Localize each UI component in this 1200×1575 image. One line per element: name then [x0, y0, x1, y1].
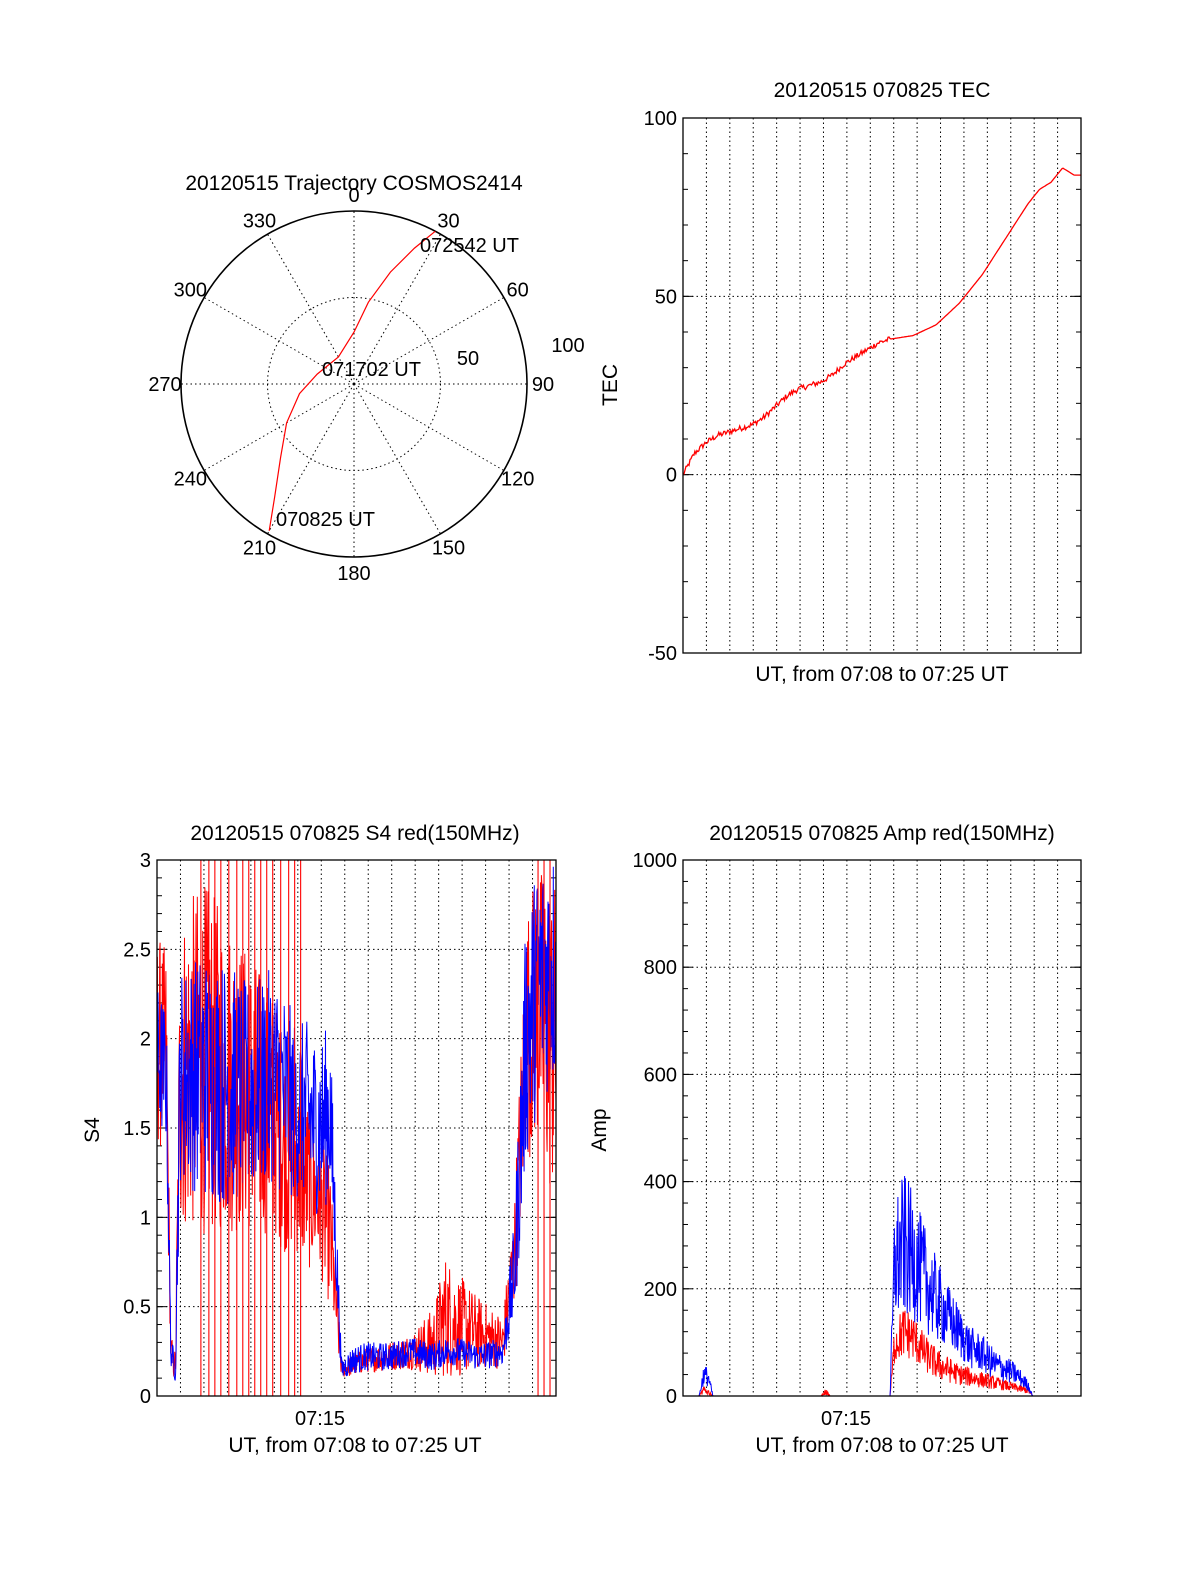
polar-azimuth-label: 150 — [432, 538, 465, 560]
s4-series — [156, 860, 557, 1396]
polar-azimuth-label: 210 — [243, 538, 276, 560]
polar-spoke — [353, 297, 505, 385]
s4-ytick-label: 3 — [140, 850, 151, 872]
tec-ytick-label: 50 — [655, 286, 677, 308]
amp-ytick-label: 1000 — [633, 850, 678, 872]
tec-y-tick-labels: -50 0 50 100 — [644, 108, 677, 665]
s4-ylabel: S4 — [81, 1117, 104, 1143]
amp-ylabel: Amp — [588, 1108, 611, 1151]
tec-plot: 20120515 070825 TEC -50 0 50 100 TEC UT, fr… — [599, 79, 1082, 686]
amp-ytick-label: 800 — [644, 957, 677, 979]
s4-xtick-label: 07:15 — [295, 1408, 345, 1430]
polar-spoke — [203, 297, 355, 385]
amp-plot: 20120515 070825 Amp red(150MHz) 0 200 400 6… — [588, 822, 1082, 1457]
amp-series — [683, 1175, 1081, 1398]
tec-series-line — [682, 167, 1081, 475]
s4-frame — [156, 859, 557, 1397]
polar-annotation-middle: 071702 UT — [322, 359, 421, 381]
polar-trajectory-track — [268, 230, 436, 531]
polar-outer-circle — [180, 210, 528, 558]
tec-ytick-label: 0 — [666, 465, 677, 487]
polar-azimuth-label: 0 — [348, 185, 359, 207]
polar-azimuth-label: 30 — [437, 210, 459, 232]
amp-title: 20120515 070825 Amp red(150MHz) — [709, 822, 1055, 845]
tec-xlabel: UT, from 07:08 to 07:25 UT — [755, 663, 1008, 686]
polar-azimuth-label: 120 — [501, 469, 534, 491]
amp-xtick-label: 07:15 — [821, 1408, 871, 1430]
polar-spoke — [353, 383, 441, 535]
polar-azimuth-label: 180 — [337, 563, 370, 585]
amp-y-tick-labels: 0 200 400 600 800 1000 — [633, 850, 678, 1408]
amp-ytick-label: 200 — [644, 1279, 677, 1301]
s4-plot: 20120515 070825 S4 red(150MHz) 0 0.5 1 1.5 2… — [81, 822, 557, 1457]
polar-annotation-end: 072542 UT — [420, 235, 519, 257]
s4-ytick-label: 1.5 — [123, 1118, 151, 1140]
tec-title: 20120515 070825 TEC — [774, 79, 991, 102]
polar-spoke — [267, 383, 355, 535]
polar-grid — [180, 210, 528, 558]
amp-ytick-label: 400 — [644, 1172, 677, 1194]
polar-annotation-start: 070825 UT — [276, 509, 375, 531]
polar-spoke — [267, 233, 355, 385]
polar-azimuth-label: 240 — [174, 469, 207, 491]
polar-azimuth-label: 90 — [532, 374, 554, 396]
polar-azimuth-labels: 0 30 60 90 120 150 180 210 240 270 300 330 — [148, 185, 554, 585]
polar-azimuth-label: 300 — [174, 280, 207, 302]
polar-spoke — [203, 383, 355, 471]
s4-ytick-label: 2 — [140, 1029, 151, 1051]
polar-trajectory-plot: 20120515 Trajectory COSMOS2414 0 30 60 90 12… — [148, 172, 584, 585]
tec-frame — [682, 117, 1082, 654]
polar-spoke — [353, 383, 505, 471]
tec-ytick-label: 100 — [644, 108, 677, 130]
s4-series-line — [156, 866, 557, 1381]
amp-frame — [682, 859, 1082, 1397]
polar-radial-label-50: 50 — [457, 348, 479, 370]
polar-azimuth-label: 330 — [243, 210, 276, 232]
s4-ytick-label: 0 — [140, 1386, 151, 1408]
amp-ytick-label: 600 — [644, 1064, 677, 1086]
s4-ytick-label: 2.5 — [123, 939, 151, 961]
tec-ylabel: TEC — [599, 364, 622, 406]
tec-grid — [683, 117, 1081, 654]
s4-ytick-label: 0.5 — [123, 1297, 151, 1319]
polar-spoke — [353, 233, 441, 385]
amp-xlabel: UT, from 07:08 to 07:25 UT — [755, 1434, 1008, 1457]
tec-ytick-label: -50 — [648, 643, 677, 665]
polar-azimuth-label: 270 — [148, 374, 181, 396]
s4-y-tick-labels: 0 0.5 1 1.5 2 2.5 3 — [123, 850, 151, 1408]
s4-ytick-label: 1 — [140, 1207, 151, 1229]
s4-title: 20120515 070825 S4 red(150MHz) — [190, 822, 519, 845]
amp-grid — [683, 859, 1081, 1397]
amp-series-line — [683, 1175, 1081, 1397]
polar-title: 20120515 Trajectory COSMOS2414 — [185, 172, 523, 195]
s4-grid — [157, 859, 556, 1397]
amp-ytick-label: 0 — [666, 1386, 677, 1408]
polar-azimuth-label: 60 — [507, 280, 529, 302]
polar-radial-label-100: 100 — [551, 335, 584, 357]
s4-xlabel: UT, from 07:08 to 07:25 UT — [228, 1434, 481, 1457]
